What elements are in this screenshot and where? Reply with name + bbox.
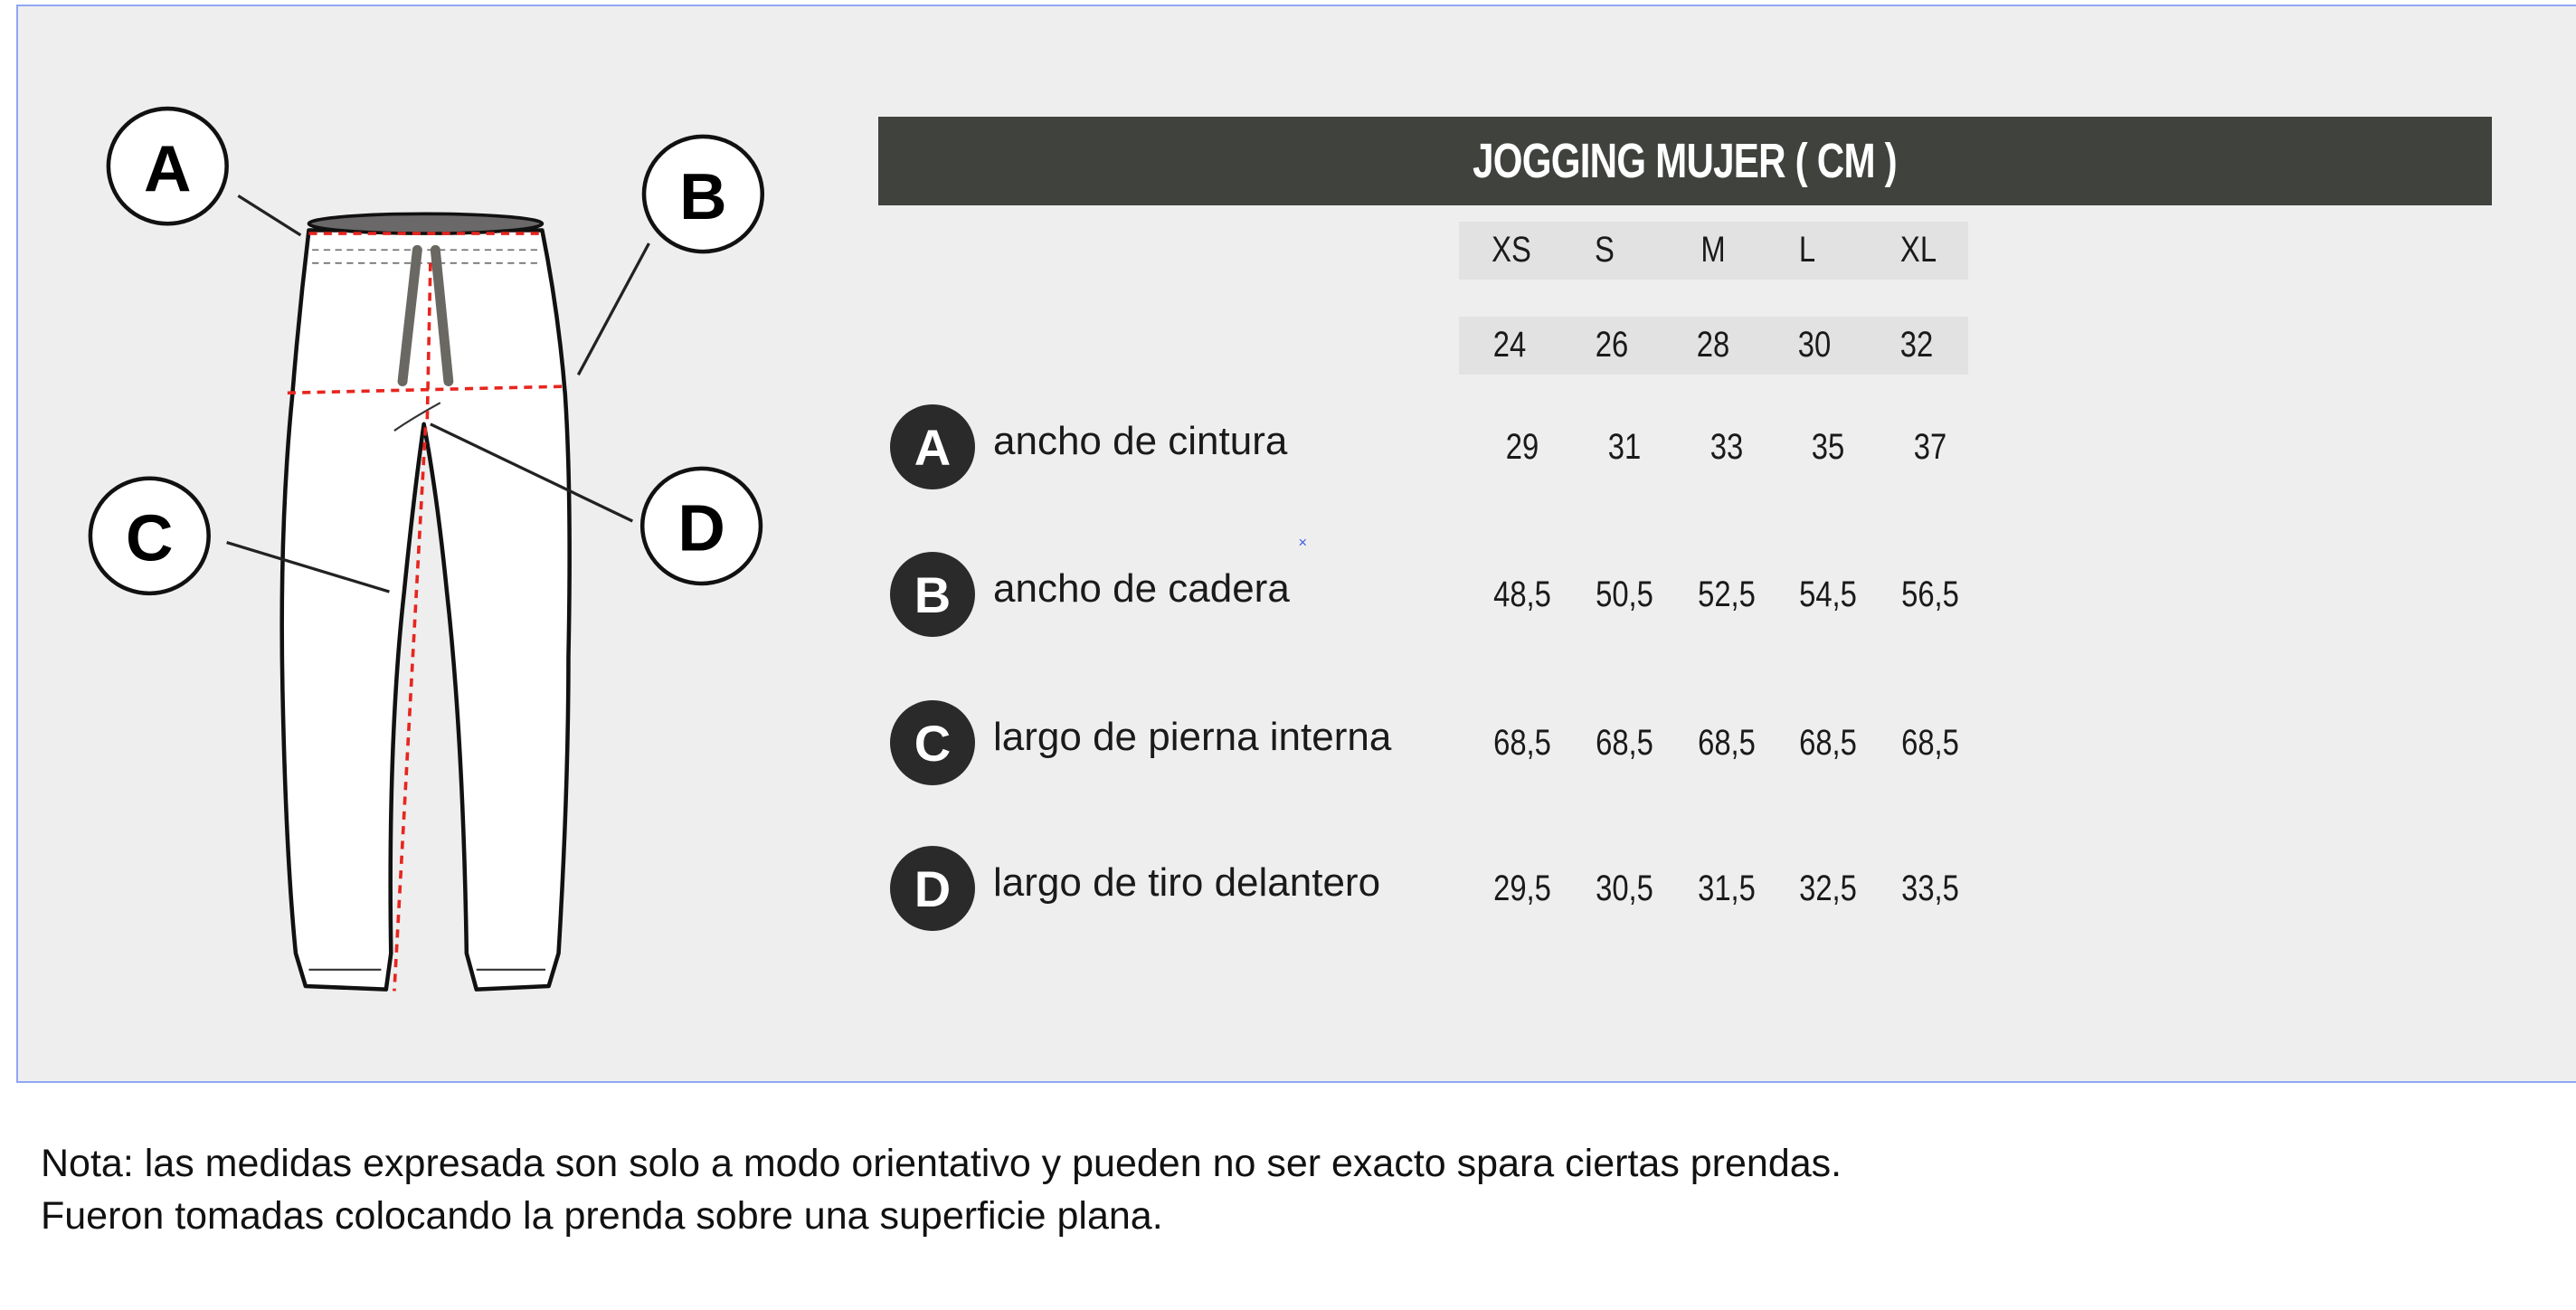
measurement-value: 68,5 <box>1493 723 1551 763</box>
row-key-badge: B <box>890 552 975 637</box>
callout-a-circle <box>106 106 229 226</box>
measurement-value: 56,5 <box>1901 574 1959 614</box>
measurement-value: 30,5 <box>1596 869 1653 908</box>
measurement-value: 29,5 <box>1493 869 1551 908</box>
pants-outline <box>279 228 572 992</box>
measurement-value: 68,5 <box>1799 723 1857 763</box>
row-key-badge: D <box>890 846 975 931</box>
measurement-value: 29 <box>1505 427 1539 467</box>
size-number: 30 <box>1797 325 1832 365</box>
size-header: XL <box>1899 230 1937 270</box>
callout-a: A <box>144 132 191 205</box>
size-header: L <box>1798 230 1816 270</box>
row-label: largo de tiro delantero <box>993 860 1381 905</box>
size-number: 26 <box>1595 325 1629 365</box>
measure-rise <box>425 262 432 424</box>
size-number: 24 <box>1492 325 1527 365</box>
measure-hip <box>287 384 569 395</box>
measurement-value: 33 <box>1709 427 1744 467</box>
row-key-badge: C <box>890 700 975 785</box>
row-key-badge: A <box>890 404 975 489</box>
measurement-value: 50,5 <box>1596 574 1653 614</box>
callout-d-circle <box>639 466 763 586</box>
row-label: ancho de cintura <box>993 419 1288 463</box>
size-header: XS <box>1492 230 1531 270</box>
size-number-band <box>1459 317 1968 375</box>
measurement-value: 52,5 <box>1698 574 1756 614</box>
chart-title: JOGGING MUJER ( CM ) <box>1473 134 1899 188</box>
measurement-value: 32,5 <box>1799 869 1857 908</box>
chart-title-bar: JOGGING MUJER ( CM ) <box>878 117 2492 205</box>
size-header: M <box>1700 230 1726 270</box>
waistband-top <box>307 212 545 235</box>
leader-lines <box>226 194 650 593</box>
callout-d: D <box>677 492 724 565</box>
row-label: largo de pierna interna <box>993 715 1392 759</box>
note-line-1: Nota: las medidas expresada son solo a m… <box>41 1142 1842 1185</box>
measurement-value: 31,5 <box>1698 869 1756 908</box>
size-number: 32 <box>1899 325 1934 365</box>
size-header: S <box>1595 230 1615 270</box>
row-label: ancho de cadera <box>993 566 1290 611</box>
callout-b: B <box>679 160 726 233</box>
drawstring <box>397 244 454 387</box>
callout-b-circle <box>641 134 765 254</box>
callout-c: C <box>126 502 173 575</box>
waistband-stitch <box>312 249 543 264</box>
callout-c-circle <box>88 476 211 596</box>
measurement-value: 33,5 <box>1901 869 1959 908</box>
measurement-value: 54,5 <box>1799 574 1857 614</box>
size-header-band <box>1459 222 1968 280</box>
measurement-value: 35 <box>1811 427 1845 467</box>
measurement-value: 68,5 <box>1901 723 1959 763</box>
measurement-value: 68,5 <box>1596 723 1653 763</box>
measurement-value: 37 <box>1913 427 1947 467</box>
stray-mark-icon: × <box>1299 535 1308 551</box>
size-number: 28 <box>1696 325 1730 365</box>
measurement-value: 68,5 <box>1698 723 1756 763</box>
note-line-2: Fueron tomadas colocando la prenda sobre… <box>41 1194 1163 1238</box>
cuff-details <box>308 402 546 971</box>
measure-inseam <box>393 427 428 992</box>
measurement-value: 31 <box>1607 427 1642 467</box>
measure-lines <box>287 232 569 992</box>
measurement-value: 48,5 <box>1493 574 1551 614</box>
